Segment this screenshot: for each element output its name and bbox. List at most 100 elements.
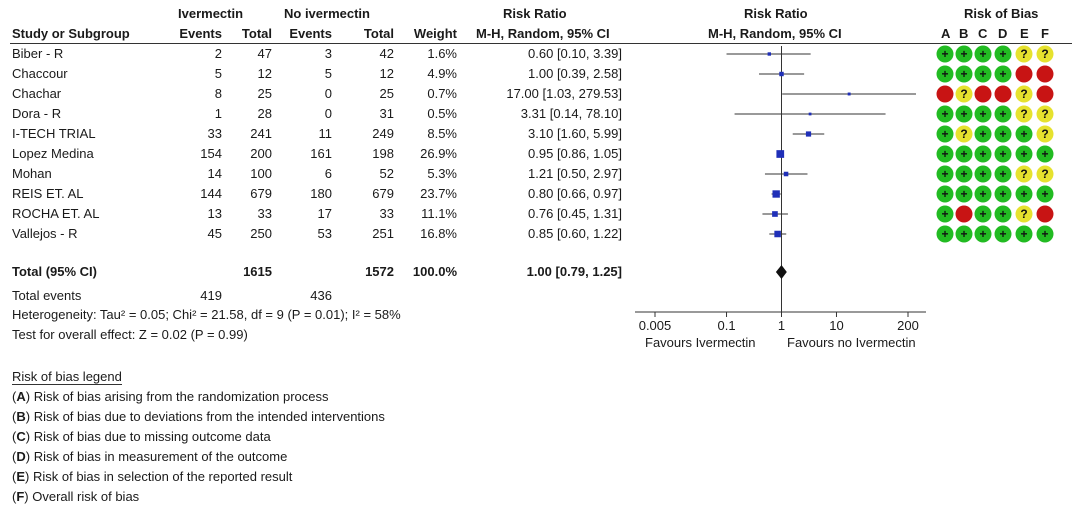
total-ivermectin: 47 (257, 46, 272, 61)
rob-circle (974, 185, 992, 203)
rob-legend-key: E (16, 469, 26, 484)
events-control: 5 (324, 66, 332, 81)
rob-symbol: ? (1020, 87, 1027, 101)
events-ivermectin: 144 (200, 186, 222, 201)
rob-circle (1015, 105, 1033, 123)
rob-circle (994, 85, 1012, 103)
events-ivermectin: 14 (207, 166, 222, 181)
effect-marker (776, 150, 785, 158)
x-tick-label: 1 (778, 318, 785, 333)
study-rr: 1.21 [0.50, 2.97] (528, 166, 622, 181)
total-events-label: Total events (12, 288, 82, 303)
study-name: REIS ET. AL (12, 186, 84, 201)
total-rr: 1.00 [0.79, 1.25] (526, 264, 622, 279)
x-tick-label: 200 (897, 318, 919, 333)
rob-symbol: + (941, 147, 948, 161)
total-control: 251 (372, 226, 394, 241)
effect-marker (772, 211, 778, 217)
study-name: Biber - R (12, 46, 64, 61)
heterogeneity-text: Heterogeneity: Tau² = 0.05; Chi² = 21.58… (12, 307, 401, 322)
rob-symbol: + (979, 167, 986, 181)
rob-circle (936, 45, 954, 63)
rob-circle (994, 125, 1012, 143)
study-name: ROCHA ET. AL (12, 206, 100, 221)
rob-circle (1036, 105, 1054, 123)
rob-legend-text: Risk of bias arising from the randomizat… (30, 389, 329, 404)
rob-circle (994, 45, 1012, 63)
rob-circle (955, 225, 973, 243)
study-weight: 23.7% (420, 186, 457, 201)
rob-circle (936, 225, 954, 243)
events-control: 6 (324, 166, 332, 181)
rob-circle (974, 165, 992, 183)
rob-legend-text: Risk of bias due to deviations from the … (30, 409, 385, 424)
study-rr: 3.10 [1.60, 5.99] (528, 126, 622, 141)
rob-symbol: ? (960, 87, 967, 101)
study-rr: 1.00 [0.39, 2.58] (528, 66, 622, 81)
total-control: 33 (379, 206, 394, 221)
rob-symbol: ? (1020, 107, 1027, 121)
rob-legend-text: Risk of bias in measurement of the outco… (30, 449, 288, 464)
rob-symbol: ? (960, 127, 967, 141)
rob-symbol: + (999, 227, 1006, 241)
rob-symbol: ? (1041, 167, 1048, 181)
total-n2: 1572 (365, 264, 394, 279)
rob-circle (1036, 125, 1054, 143)
total-control: 249 (372, 126, 394, 141)
rob-symbol: + (960, 147, 967, 161)
rob-letter-a: A (941, 26, 951, 41)
total-label: Total (95% CI) (12, 264, 97, 279)
rob-circle (974, 45, 992, 63)
header-rule (10, 43, 1072, 44)
events-ivermectin: 45 (207, 226, 222, 241)
rob-circle (974, 125, 992, 143)
rob-circle (994, 225, 1012, 243)
rob-symbol: + (999, 67, 1006, 81)
rob-symbol: ? (1041, 127, 1048, 141)
total-control: 42 (379, 46, 394, 61)
effect-marker (808, 112, 812, 116)
rob-symbol: + (960, 67, 967, 81)
rob-symbol: + (941, 127, 948, 141)
rob-legend-key: F (16, 489, 25, 504)
rob-circle (955, 65, 973, 83)
favours-left-label: Favours Ivermectin (645, 335, 756, 350)
study-name: Lopez Medina (12, 146, 94, 161)
rob-letter-f: F (1041, 26, 1049, 41)
plot-subheader: M-H, Random, 95% CI (708, 26, 842, 41)
total-events1: 419 (200, 288, 222, 303)
rob-letter-c: C (978, 26, 988, 41)
rob-circle (1036, 225, 1054, 243)
rr-subheader: M-H, Random, 95% CI (476, 26, 610, 41)
events1-header: Events (179, 26, 222, 41)
rob-circle (936, 105, 954, 123)
study-weight: 0.7% (427, 86, 457, 101)
rob-symbol: + (960, 187, 967, 201)
weight-header: Weight (413, 26, 457, 41)
rob-symbol: + (941, 167, 948, 181)
study-rr: 3.31 [0.14, 78.10] (520, 106, 622, 121)
rob-symbol: + (1020, 227, 1027, 241)
rob-symbol: + (960, 47, 967, 61)
rob-symbol: + (979, 227, 986, 241)
total-weight: 100.0% (412, 264, 457, 279)
events-control: 0 (324, 86, 332, 101)
study-name: Dora - R (12, 106, 62, 121)
rob-symbol: + (979, 187, 986, 201)
total-ivermectin: 679 (250, 186, 272, 201)
rob-circle (974, 85, 992, 103)
rob-letter-b: B (959, 26, 969, 41)
rob-symbol: + (941, 207, 948, 221)
rob-symbol: + (979, 207, 986, 221)
rob-circle (936, 145, 954, 163)
effect-marker (805, 131, 812, 137)
rob-circle (1036, 145, 1054, 163)
rob-circle (936, 205, 954, 223)
study-weight: 1.6% (427, 46, 457, 61)
rob-circle (1015, 65, 1033, 83)
favours-right-label: Favours no Ivermectin (787, 335, 916, 350)
total-ivermectin: 250 (250, 226, 272, 241)
rob-symbol: + (999, 207, 1006, 221)
study-rr: 0.80 [0.66, 0.97] (528, 186, 622, 201)
